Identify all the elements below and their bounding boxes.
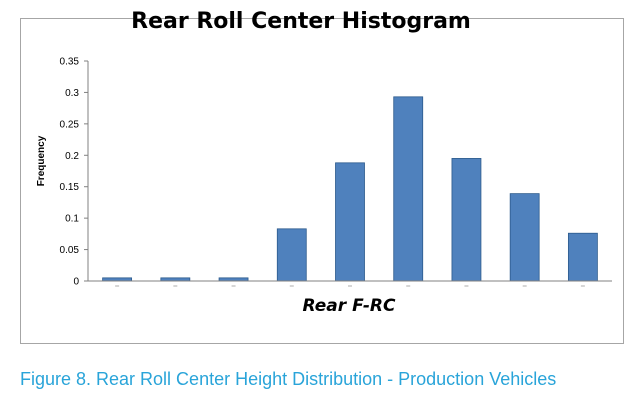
y-tick-label: 0.3 bbox=[65, 88, 79, 99]
y-tick-label: 0.1 bbox=[65, 214, 79, 225]
y-axis-label: Frequency bbox=[36, 135, 47, 186]
bars bbox=[102, 96, 598, 282]
histogram-bar bbox=[276, 228, 307, 282]
y-tick-label: 0.2 bbox=[65, 151, 79, 162]
y-tick-label: 0.05 bbox=[60, 245, 80, 256]
chart-frame bbox=[20, 18, 624, 344]
histogram-bar bbox=[509, 193, 540, 282]
y-axis-ticks: 0 0.05 0.1 0.15 0.2 0.25 0.3 0.35 bbox=[60, 57, 88, 288]
chart-title: Rear Roll Center Histogram bbox=[131, 9, 471, 34]
histogram-bar bbox=[567, 232, 598, 282]
y-tick-label: 0.15 bbox=[60, 182, 80, 193]
y-tick-label: 0.25 bbox=[60, 119, 80, 130]
y-tick-label: 0 bbox=[73, 277, 79, 288]
histogram-bar bbox=[451, 158, 482, 282]
y-tick-label: 0.35 bbox=[60, 57, 80, 68]
figure-caption: Figure 8. Rear Roll Center Height Distri… bbox=[20, 369, 557, 389]
x-axis-label: Rear F-RC bbox=[303, 296, 396, 316]
histogram-bar bbox=[335, 162, 365, 282]
histogram-bar bbox=[393, 96, 424, 282]
